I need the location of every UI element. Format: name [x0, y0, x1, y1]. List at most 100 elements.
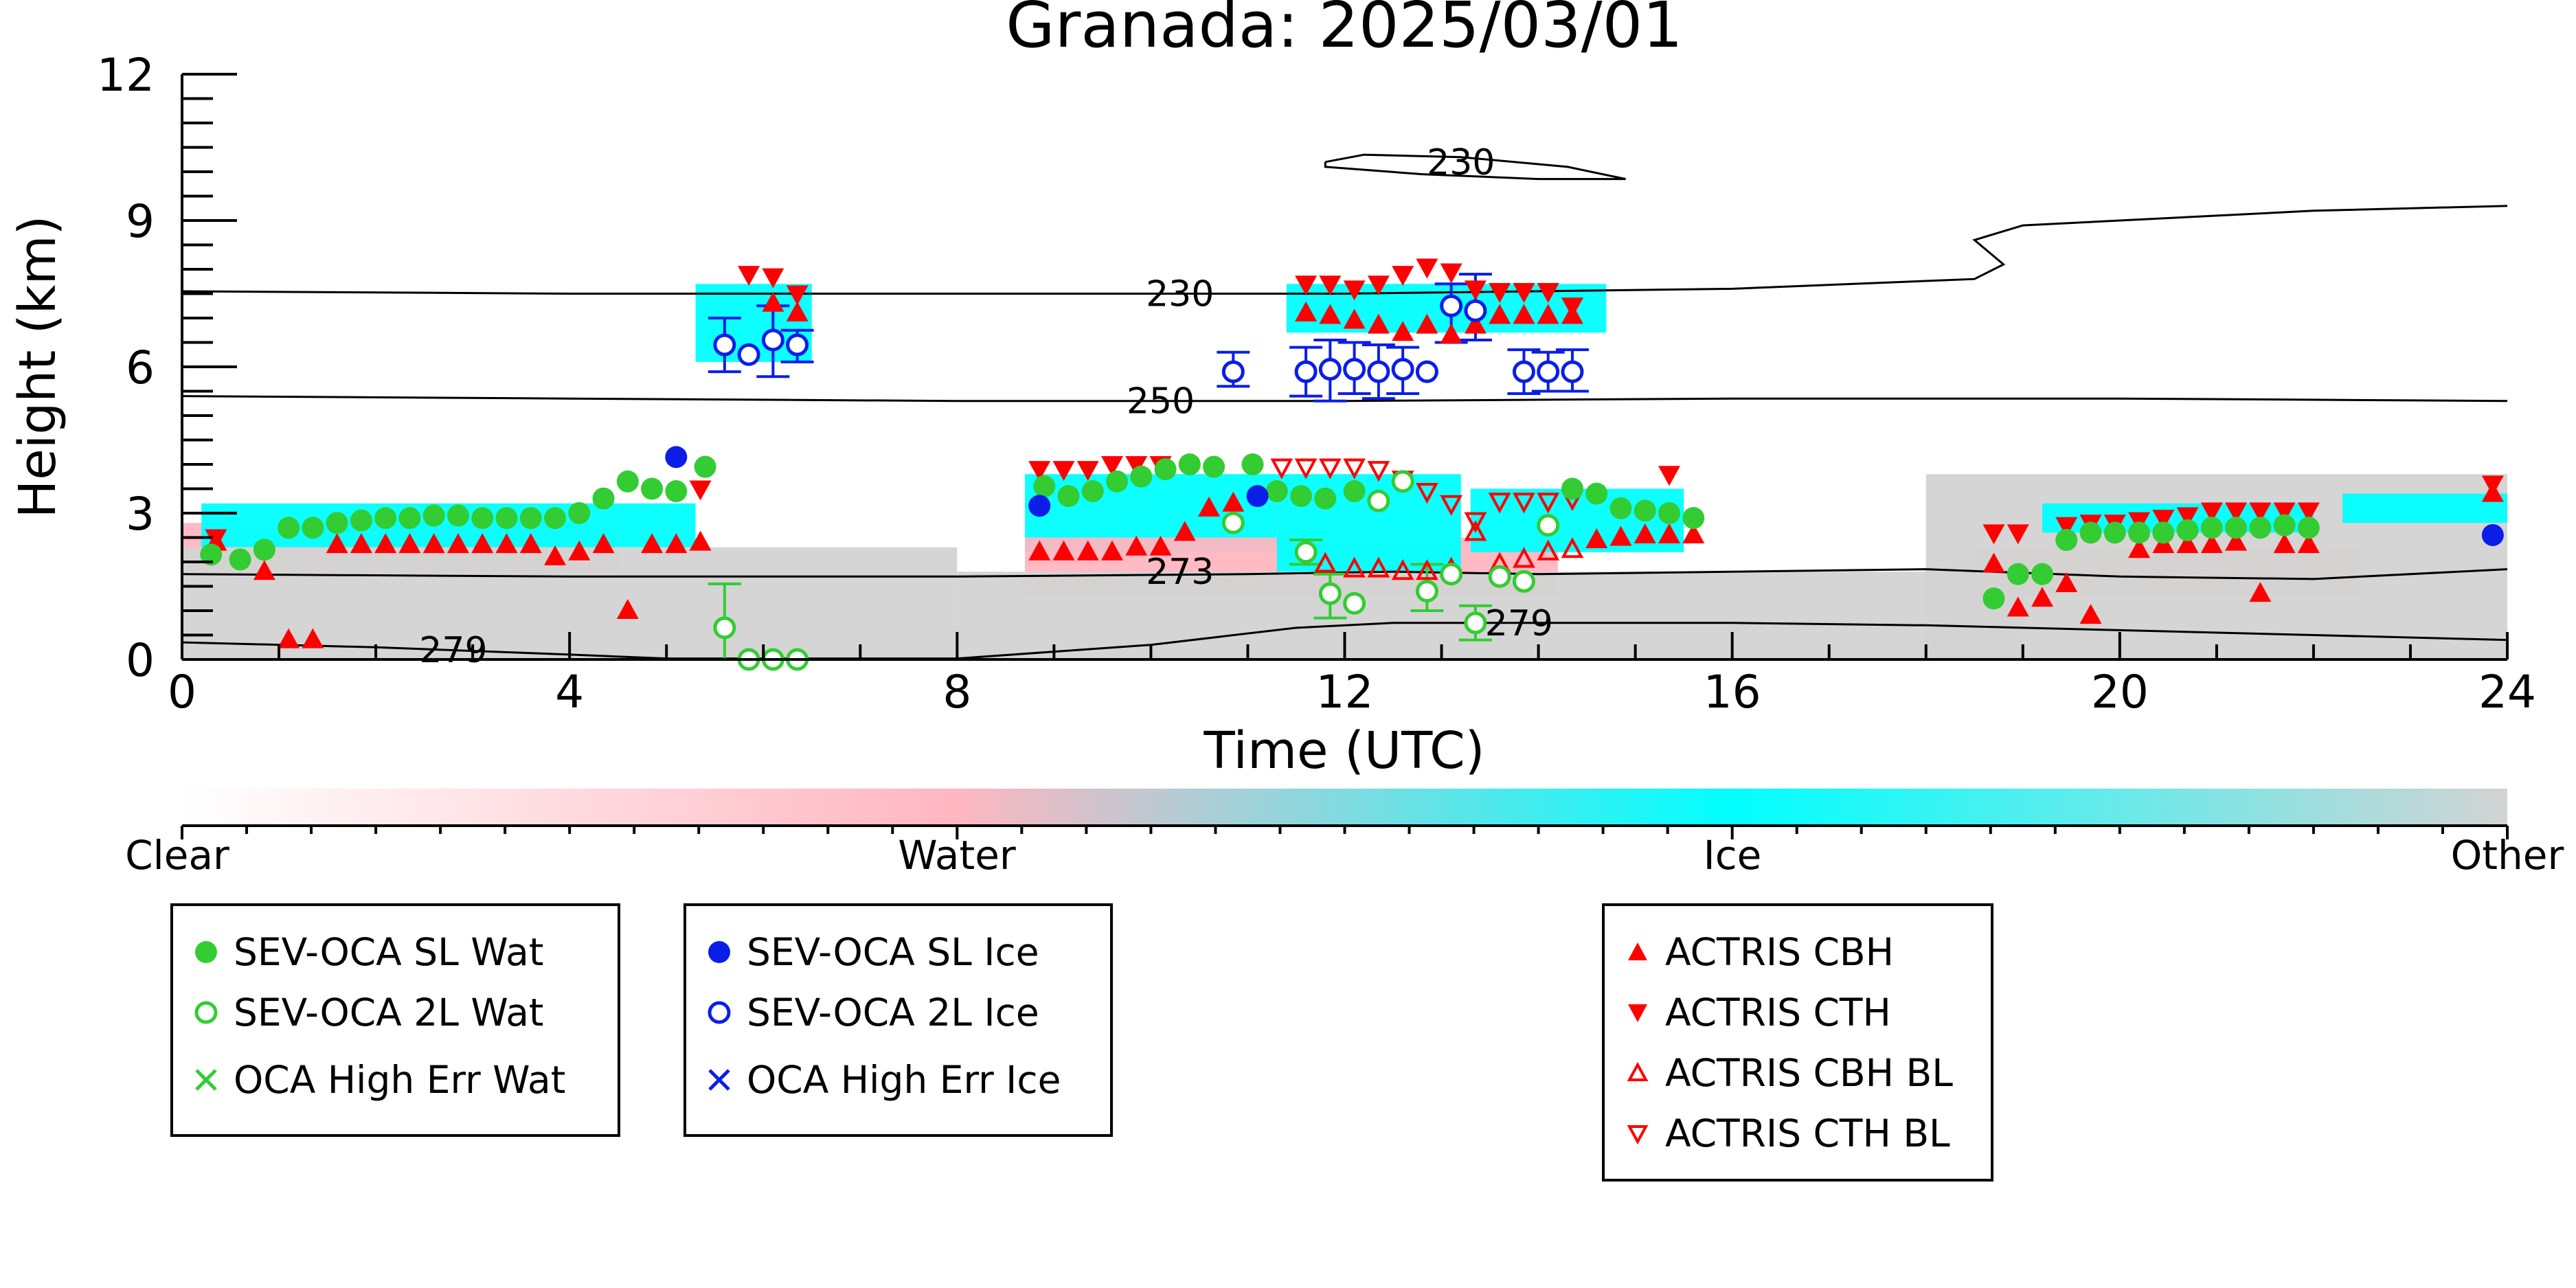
marker-actris-cth — [786, 285, 809, 306]
marker-sev-oca-sl-wat — [1033, 475, 1056, 497]
marker-actris-cth — [1028, 461, 1051, 482]
data-markers — [200, 258, 2504, 671]
marker-actris-cbh — [278, 628, 300, 648]
marker-sev-oca-sl-wat — [1130, 465, 1153, 488]
contour-line-273 — [182, 568, 2507, 580]
marker-sev-oca-2l-ice — [1512, 360, 1535, 383]
marker-sev-oca-2l-ice — [1294, 360, 1318, 383]
marker-actris-cbh — [350, 533, 372, 554]
marker-sev-oca-sl-wat — [1634, 499, 1656, 522]
marker-actris-cbh — [2200, 533, 2223, 554]
marker-actris-cbh — [1634, 523, 1656, 543]
marker-sev-oca-2l-wat — [1343, 591, 1366, 615]
legend-label: SEV-OCA SL Wat — [234, 930, 544, 974]
marker-actris-cth — [1367, 275, 1390, 296]
legend-entry-sev-oca-2l-ice: SEV-OCA 2L Ice — [699, 985, 1039, 1040]
marker-actris-cth-bl — [1367, 461, 1390, 482]
marker-sev-oca-sl-wat — [694, 455, 716, 478]
marker-sev-oca-sl-wat — [398, 507, 421, 530]
legend-entry-sev-oca-2l-wat: SEV-OCA 2L Wat — [185, 985, 544, 1040]
triangle-down-filled-icon — [1617, 992, 1658, 1033]
marker-actris-cbh — [2225, 530, 2248, 551]
marker-sev-oca-sl-wat — [1265, 480, 1288, 503]
marker-actris-cth-bl — [1537, 493, 1560, 514]
marker-actris-cbh — [1076, 540, 1099, 561]
contour-label: 279 — [1485, 603, 1553, 644]
marker-actris-cth — [2297, 502, 2320, 523]
marker-actris-cbh — [1585, 528, 1608, 549]
marker-sev-oca-sl-wat — [592, 487, 615, 510]
marker-sev-oca-2l-ice — [737, 343, 760, 366]
marker-sev-oca-2l-ice — [1343, 358, 1366, 381]
marker-actris-cbh — [2031, 587, 2053, 607]
marker-actris-cbh — [1982, 552, 2005, 573]
colorbar: Clear Water Ice Other — [125, 789, 2564, 879]
marker-actris-cbh — [1125, 535, 1148, 556]
marker-sev-oca-sl-wat — [2176, 519, 2199, 541]
legend-entry-oca-high-err-ice: OCA High Err Ice — [699, 1052, 1061, 1107]
marker-actris-cbh — [1392, 321, 1414, 341]
marker-actris-cth — [1295, 275, 1318, 296]
marker-sev-oca-sl-wat — [1154, 458, 1177, 481]
x-tick-label: 8 — [942, 666, 971, 719]
marker-actris-cth — [1101, 456, 1123, 476]
marker-actris-cth — [762, 268, 784, 289]
marker-actris-cth-bl — [1488, 493, 1511, 514]
marker-actris-cth — [1125, 456, 1148, 476]
marker-actris-cth — [1537, 282, 1559, 303]
marker-actris-cbh — [326, 533, 348, 554]
marker-actris-cbh — [422, 533, 445, 554]
marker-sev-oca-2l-wat — [1221, 511, 1245, 534]
marker-sev-oca-sl-wat — [544, 507, 567, 530]
marker-sev-oca-sl-wat — [2103, 521, 2126, 544]
marker-actris-cbh — [1537, 304, 1559, 324]
marker-actris-cbh-bl — [1464, 520, 1487, 541]
marker-sev-oca-sl-wat — [471, 507, 494, 530]
marker-sev-oca-sl-ice — [2481, 523, 2504, 546]
marker-actris-cbh-bl — [1561, 537, 1584, 558]
marker-actris-cbh — [1343, 308, 1366, 329]
colorbar-label-clear: Clear — [125, 832, 229, 879]
marker-sev-oca-sl-wat — [1314, 487, 1337, 510]
marker-sev-oca-2l-ice — [1464, 299, 1487, 322]
marker-sev-oca-sl-ice — [1246, 485, 1269, 508]
marker-actris-cbh-bl — [1537, 539, 1560, 561]
marker-sev-oca-2l-wat — [1464, 611, 1487, 635]
legend-entry-actris-cbh: ACTRIS CBH — [1617, 925, 1894, 980]
marker-actris-cbh — [519, 533, 542, 554]
marker-sev-oca-2l-ice — [1440, 294, 1463, 317]
marker-sev-oca-sl-wat — [1081, 480, 1104, 503]
marker-sev-oca-sl-wat — [2152, 521, 2175, 544]
marker-actris-cth-bl — [1343, 458, 1366, 479]
marker-actris-cbh — [1319, 304, 1342, 324]
colorbar-gradient — [182, 789, 2507, 826]
marker-sev-oca-sl-wat — [2297, 517, 2320, 539]
marker-actris-cth-bl — [1294, 458, 1318, 479]
marker-actris-cbh — [762, 291, 784, 312]
marker-sev-oca-2l-wat — [1318, 582, 1342, 605]
filled-circle-marker-icon — [699, 931, 740, 973]
marker-actris-cbh — [447, 533, 469, 554]
marker-sev-oca-sl-wat — [1561, 477, 1583, 500]
contour-label: 230 — [1427, 142, 1495, 183]
marker-actris-cth — [205, 529, 227, 550]
marker-actris-cth-bl — [1513, 493, 1535, 514]
marker-sev-oca-sl-wat — [641, 477, 664, 500]
marker-actris-cbh — [641, 533, 664, 554]
marker-actris-cbh — [1440, 323, 1462, 343]
marker-actris-cth — [1513, 282, 1535, 303]
marker-actris-cbh — [568, 540, 591, 561]
marker-sev-oca-sl-wat — [1290, 485, 1313, 508]
marker-sev-oca-2l-wat — [1488, 565, 1511, 588]
marker-sev-oca-sl-wat — [2249, 517, 2272, 539]
marker-sev-oca-sl-wat — [229, 548, 251, 571]
marker-actris-cth-bl — [1270, 458, 1293, 479]
open-circle-marker-icon — [185, 992, 227, 1033]
legend-label: ACTRIS CTH — [1665, 991, 1891, 1035]
marker-actris-cth-bl — [1440, 495, 1463, 516]
marker-sev-oca-sl-wat — [2225, 517, 2248, 539]
marker-sev-oca-2l-ice — [1367, 360, 1390, 383]
marker-actris-cbh — [2055, 572, 2078, 592]
marker-sev-oca-sl-wat — [1343, 480, 1366, 503]
marker-actris-cbh — [2007, 596, 2029, 617]
